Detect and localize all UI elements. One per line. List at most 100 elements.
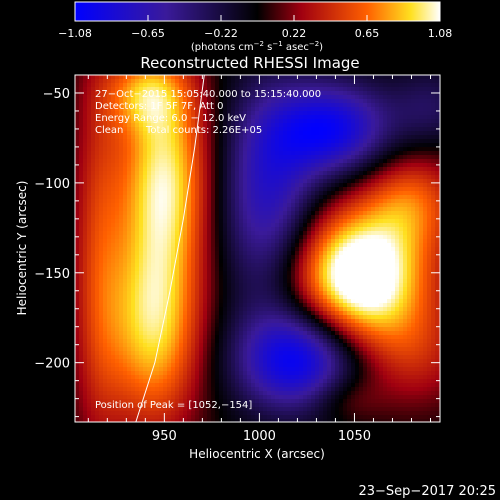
heatmap-cell xyxy=(87,159,92,164)
heatmap-cell xyxy=(155,267,160,272)
heatmap-cell xyxy=(159,91,164,96)
heatmap-cell xyxy=(291,275,296,280)
heatmap-cell xyxy=(235,323,240,328)
heatmap-cell xyxy=(87,147,92,152)
heatmap-cell xyxy=(219,387,224,392)
heatmap-cell xyxy=(139,219,144,224)
heatmap-cell xyxy=(259,131,264,136)
heatmap-cell xyxy=(159,395,164,400)
heatmap-cell xyxy=(227,179,232,184)
heatmap-cell xyxy=(291,303,296,308)
heatmap-cell xyxy=(139,147,144,152)
heatmap-cell xyxy=(271,331,276,336)
heatmap-cell xyxy=(119,395,124,400)
heatmap-cell xyxy=(147,255,152,260)
heatmap-cell xyxy=(155,159,160,164)
heatmap-cell xyxy=(219,143,224,148)
heatmap-cell xyxy=(179,403,184,408)
heatmap-cell xyxy=(159,107,164,112)
heatmap-cell xyxy=(247,167,252,172)
heatmap-cell xyxy=(159,191,164,196)
heatmap-cell xyxy=(191,291,196,296)
heatmap-cell xyxy=(207,139,212,144)
heatmap-cell xyxy=(175,219,180,224)
heatmap-cell xyxy=(295,363,300,368)
heatmap-cell xyxy=(159,255,164,260)
heatmap-cell xyxy=(247,75,252,80)
heatmap-cell xyxy=(135,383,140,388)
heatmap-cell xyxy=(291,279,296,284)
heatmap-cell xyxy=(147,271,152,276)
heatmap-cell xyxy=(271,111,276,116)
heatmap-cell xyxy=(135,143,140,148)
heatmap-cell xyxy=(199,139,204,144)
heatmap-cell xyxy=(95,75,100,80)
heatmap-cell xyxy=(251,387,256,392)
heatmap-cell xyxy=(99,415,104,420)
heatmap-cell xyxy=(267,167,272,172)
heatmap-cell xyxy=(279,323,284,328)
heatmap-cell xyxy=(247,255,252,260)
heatmap-cell xyxy=(123,299,128,304)
heatmap-cell xyxy=(107,139,112,144)
heatmap-cell xyxy=(115,135,120,140)
heatmap-cell xyxy=(147,363,152,368)
heatmap-cell xyxy=(259,407,264,412)
heatmap-cell xyxy=(179,379,184,384)
heatmap-cell xyxy=(255,227,260,232)
heatmap-cell xyxy=(235,227,240,232)
heatmap-cell xyxy=(175,211,180,216)
heatmap-cell xyxy=(211,183,216,188)
heatmap-cell xyxy=(123,319,128,324)
heatmap-cell xyxy=(179,155,184,160)
heatmap-cell xyxy=(295,139,300,144)
heatmap-cell xyxy=(115,311,120,316)
heatmap-cell xyxy=(143,79,148,84)
heatmap-cell xyxy=(139,415,144,420)
heatmap-cell xyxy=(279,171,284,176)
heatmap-cell xyxy=(259,187,264,192)
heatmap-cell xyxy=(115,419,120,422)
heatmap-cell xyxy=(99,383,104,388)
heatmap-cell xyxy=(99,223,104,228)
heatmap-cell xyxy=(247,331,252,336)
heatmap-cell xyxy=(283,403,288,408)
heatmap-cell xyxy=(171,219,176,224)
heatmap-cell xyxy=(295,231,300,236)
heatmap-cell xyxy=(239,131,244,136)
heatmap-cell xyxy=(243,315,248,320)
heatmap-cell xyxy=(91,155,96,160)
heatmap-cell xyxy=(87,331,92,336)
heatmap-cell xyxy=(239,283,244,288)
heatmap-cell xyxy=(155,247,160,252)
heatmap-cell xyxy=(95,415,100,420)
heatmap-cell xyxy=(179,303,184,308)
heatmap-cell xyxy=(255,175,260,180)
heatmap-cell xyxy=(275,303,280,308)
heatmap-cell xyxy=(243,379,248,384)
heatmap-cell xyxy=(231,327,236,332)
heatmap-cell xyxy=(299,391,304,396)
heatmap-cell xyxy=(219,111,224,116)
heatmap-cell xyxy=(87,167,92,172)
heatmap-cell xyxy=(283,163,288,168)
heatmap-cell xyxy=(231,363,236,368)
heatmap-cell xyxy=(239,187,244,192)
heatmap-cell xyxy=(223,211,228,216)
heatmap-cell xyxy=(283,135,288,140)
heatmap-cell xyxy=(163,207,168,212)
heatmap-cell xyxy=(223,351,228,356)
heatmap-cell xyxy=(219,179,224,184)
heatmap-cell xyxy=(243,331,248,336)
heatmap-cell xyxy=(143,351,148,356)
heatmap-cell xyxy=(299,303,304,308)
heatmap-cell xyxy=(283,183,288,188)
heatmap-cell xyxy=(223,123,228,128)
heatmap-cell xyxy=(275,235,280,240)
heatmap-cell xyxy=(219,243,224,248)
heatmap-cell xyxy=(295,287,300,292)
heatmap-cell xyxy=(195,155,200,160)
heatmap-cell xyxy=(131,299,136,304)
heatmap-cell xyxy=(195,267,200,272)
heatmap-cell xyxy=(179,399,184,404)
